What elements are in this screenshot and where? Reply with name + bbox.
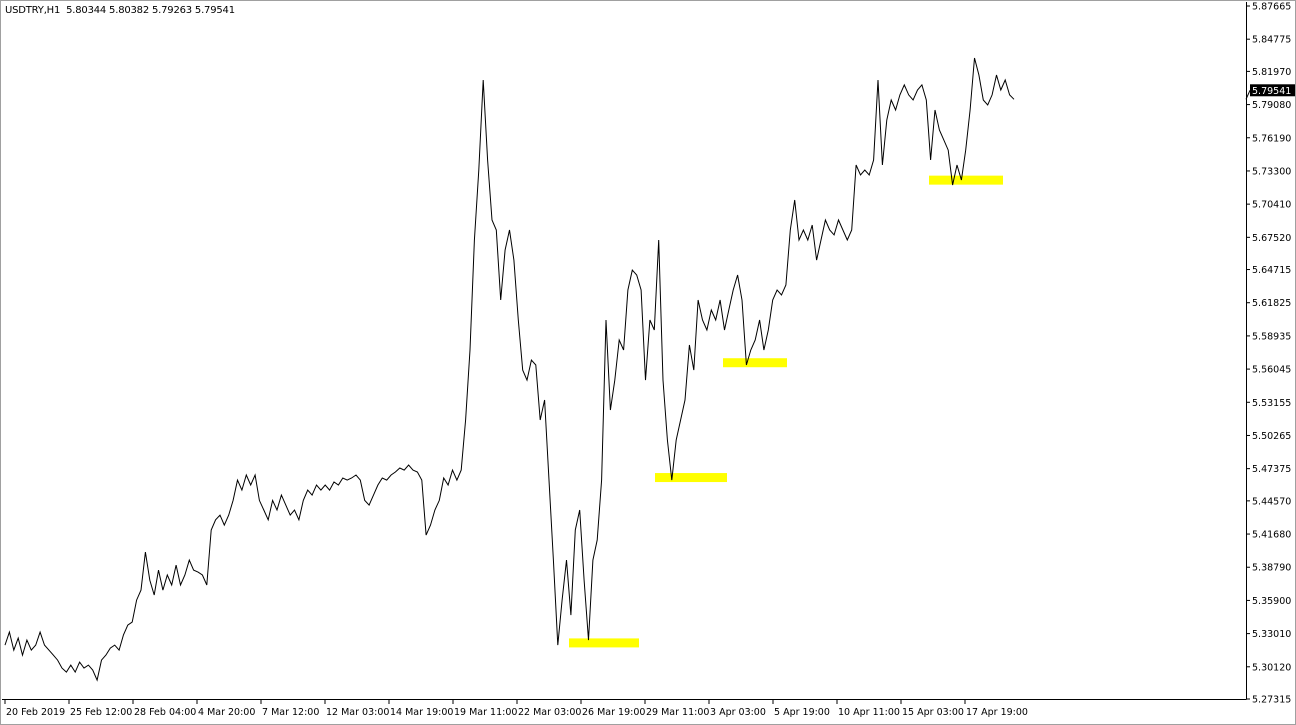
y-tick-label: 5.30120 xyxy=(1252,662,1291,673)
y-tick-label: 5.38790 xyxy=(1252,563,1291,574)
y-tick-label: 5.64715 xyxy=(1252,265,1291,276)
current-price-pointer xyxy=(1245,90,1251,100)
y-tick-label: 5.61825 xyxy=(1252,298,1291,309)
y-tick-label: 5.53155 xyxy=(1252,398,1291,409)
y-tick-label: 5.33010 xyxy=(1252,629,1291,640)
x-tick-label: 17 Apr 19:00 xyxy=(966,707,1028,718)
y-tick-label: 5.35900 xyxy=(1252,596,1291,607)
x-tick-label: 5 Apr 19:00 xyxy=(774,707,830,718)
y-tick-label: 5.67520 xyxy=(1252,233,1291,244)
y-tick-label: 5.44570 xyxy=(1252,496,1291,507)
y-tick-label: 5.27315 xyxy=(1252,695,1291,706)
current-price-label: 5.79541 xyxy=(1252,86,1291,97)
support-zone xyxy=(569,638,639,648)
x-tick-label: 7 Mar 12:00 xyxy=(262,707,319,718)
y-tick-label: 5.47375 xyxy=(1252,464,1291,475)
support-zone xyxy=(929,175,1003,185)
x-tick-label: 26 Mar 19:00 xyxy=(582,707,645,718)
chart-header: USDTRY,H1 5.80344 5.80382 5.79263 5.7954… xyxy=(5,5,235,16)
y-tick-label: 5.70410 xyxy=(1252,200,1291,211)
x-tick-label: 29 Mar 11:00 xyxy=(646,707,709,718)
price-line xyxy=(4,57,1015,682)
y-tick-label: 5.87665 xyxy=(1252,2,1291,13)
y-tick-label: 5.50265 xyxy=(1252,431,1291,442)
y-tick-label: 5.56045 xyxy=(1252,365,1291,376)
y-tick-label: 5.79080 xyxy=(1252,100,1291,111)
x-tick-label: 4 Mar 20:00 xyxy=(198,707,255,718)
y-tick-label: 5.84775 xyxy=(1252,35,1291,46)
x-tick-label: 19 Mar 11:00 xyxy=(454,707,517,718)
x-tick-label: 20 Feb 2019 xyxy=(6,707,65,718)
x-tick-label: 25 Feb 12:00 xyxy=(70,707,132,718)
support-zone xyxy=(723,358,787,368)
x-tick-label: 22 Mar 03:00 xyxy=(518,707,581,718)
ohlc-values: 5.80344 5.80382 5.79263 5.79541 xyxy=(66,5,235,16)
x-tick-label: 14 Mar 19:00 xyxy=(390,707,453,718)
y-tick-label: 5.73300 xyxy=(1252,166,1291,177)
y-tick-label: 5.41680 xyxy=(1252,530,1291,541)
x-tick-label: 15 Apr 03:00 xyxy=(902,707,964,718)
symbol-label: USDTRY,H1 xyxy=(5,5,61,16)
y-tick-label: 5.76190 xyxy=(1252,133,1291,144)
y-tick-label: 5.58935 xyxy=(1252,331,1291,342)
x-tick-label: 10 Apr 11:00 xyxy=(838,707,900,718)
support-zone xyxy=(655,473,727,483)
x-tick-label: 3 Apr 03:00 xyxy=(710,707,766,718)
x-tick-label: 12 Mar 03:00 xyxy=(326,707,389,718)
current-price-box xyxy=(1250,84,1295,97)
y-tick-label: 5.81970 xyxy=(1252,67,1291,78)
x-tick-label: 28 Feb 04:00 xyxy=(134,707,196,718)
